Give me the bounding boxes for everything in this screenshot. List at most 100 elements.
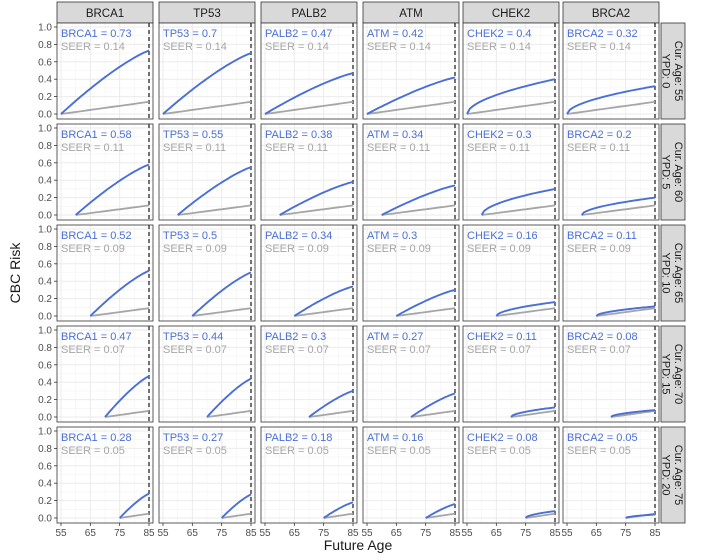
gene-line [595,305,656,317]
seer-line [481,204,556,216]
panel-border [362,325,460,423]
seer-risk-label: SEER = 0.05 [265,445,329,457]
row-strip-bg [660,224,686,322]
seer-line [75,204,150,216]
panel-border [562,22,660,120]
gene-risk-label: ATM = 0.27 [367,331,423,343]
row-strip-bg [660,426,686,524]
x-tick-label: 75 [114,528,126,539]
gene-risk-label: CHEK2 = 0.3 [467,129,532,141]
x-tick-label: 55 [157,528,169,539]
row-strip-1: Cur. Age: 55YPD: 0 [660,22,686,120]
seer-risk-label: SEER = 0.11 [367,142,430,154]
x-tick-label: 65 [187,528,199,539]
y-tick-label: 0.2 [38,496,52,507]
x-tick-label: 85 [347,528,359,539]
y-tick-label: 1.0 [38,326,52,337]
seer-risk-label: SEER = 0.05 [467,445,531,457]
x-tick-label: 75 [420,528,432,539]
gene-risk-label: PALB2 = 0.18 [265,432,332,444]
gene-line [308,389,354,418]
seer-line [566,100,656,115]
column-strip-atm: ATM [362,1,460,24]
y-tick-label: 1.0 [38,23,52,34]
gene-risk-label: BRCA2 = 0.05 [567,432,638,444]
x-tick-label: 75 [520,528,532,539]
seer-risk-label: SEER = 0.11 [467,142,530,154]
gene-risk-label: BRCA1 = 0.52 [61,230,132,242]
panel-border [158,426,256,524]
seer-line [177,204,252,216]
gene-line [206,377,252,418]
x-tick-label: 65 [391,528,403,539]
x-tick-label: 75 [318,528,330,539]
gene-risk-label: BRCA1 = 0.73 [61,28,132,40]
gene-line [293,285,354,317]
gene-line [524,510,556,519]
seer-line [581,204,656,216]
panel-border [562,224,660,322]
row-strip-label: Cur. Age: 75YPD: 20 [660,445,685,506]
row-strip-label: Cur. Age: 60YPD: 5 [660,142,685,203]
seer-line [206,410,252,418]
x-tick-label: 75 [620,528,632,539]
seer-risk-label: SEER = 0.14 [567,41,631,53]
gene-risk-label: CHEK2 = 0.4 [467,28,532,40]
seer-risk-label: SEER = 0.14 [163,41,227,53]
gene-risk-label: ATM = 0.16 [367,432,423,444]
seer-risk-label: SEER = 0.05 [567,445,631,457]
y-tick-label: 0.8 [38,40,52,51]
y-tick-label: 0.4 [38,277,52,288]
panel-border [462,325,560,423]
gene-line [220,493,252,519]
y-tick-label: 0.4 [38,176,52,187]
row-strip-label: Cur. Age: 65YPD: 10 [660,243,685,304]
y-tick-label: 0.2 [38,92,52,103]
y-tick-label: 1.0 [38,225,52,236]
gene-line [323,501,354,519]
gene-line [75,163,150,216]
seer-risk-label: SEER = 0.07 [567,344,631,356]
gene-line [177,166,252,216]
seer-line [496,307,556,317]
row-strip-5: Cur. Age: 75YPD: 20 [660,426,686,524]
y-tick-label: 0.2 [38,193,52,204]
row-strip-label: Cur. Age: 55YPD: 0 [660,41,685,102]
panel-border [362,426,460,524]
column-strip-chek2: CHEK2 [462,1,560,24]
seer-risk-label: SEER = 0.14 [467,41,531,53]
seer-line [119,512,150,519]
seer-risk-label: SEER = 0.11 [567,142,630,154]
x-tick-label: 85 [549,528,561,539]
seer-line [60,100,150,115]
y-tick-label: 0.8 [38,242,52,253]
gene-line [162,52,252,115]
gene-risk-label: BRCA2 = 0.11 [567,230,637,242]
gene-risk-label: BRCA1 = 0.28 [61,432,132,444]
seer-line [192,307,252,317]
row-strip-label: Cur. Age: 70YPD: 15 [660,344,685,405]
seer-risk-label: SEER = 0.07 [467,344,531,356]
seer-risk-label: SEER = 0.05 [61,445,125,457]
panel-border [362,22,460,120]
seer-risk-label: SEER = 0.09 [61,243,125,255]
seer-risk-label: SEER = 0.11 [61,142,124,154]
panel-border [462,123,560,221]
gene-line [495,301,556,317]
seer-line [596,307,656,317]
row-strip-bg [660,22,686,120]
y-tick-label: 0.0 [38,211,52,222]
seer-line [221,512,252,519]
column-strip-palb2: PALB2 [260,1,358,24]
panel-border [462,22,560,120]
